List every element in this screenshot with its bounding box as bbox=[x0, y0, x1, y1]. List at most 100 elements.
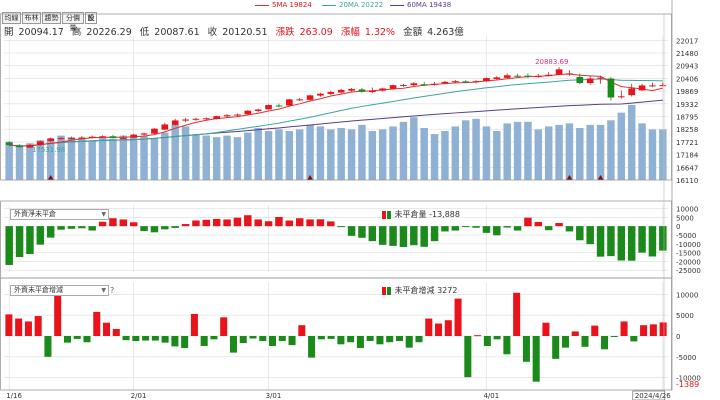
tab-bollinger[interactable]: 布林 bbox=[22, 12, 41, 24]
oi-bar bbox=[544, 226, 553, 231]
y-tick-label: 16110 bbox=[676, 177, 698, 185]
candle-body bbox=[586, 78, 594, 84]
oi-change-bar bbox=[474, 335, 482, 337]
tab-trend[interactable]: 趨勢 bbox=[42, 12, 61, 24]
candle-body bbox=[119, 138, 127, 140]
close-value: 20120.51 bbox=[222, 27, 268, 38]
oi-change-bar bbox=[151, 336, 159, 341]
oi-bar bbox=[285, 220, 294, 227]
oi-bar bbox=[399, 226, 408, 247]
pct-value: 1.32% bbox=[364, 27, 396, 38]
volume-bar bbox=[586, 124, 594, 180]
high-label: 高 bbox=[71, 27, 82, 38]
oi-change-bar bbox=[464, 336, 472, 378]
y-tick-label: 18258 bbox=[676, 126, 698, 134]
candle-body bbox=[348, 88, 355, 91]
oi-change-bar bbox=[561, 336, 569, 348]
oi-change-bar bbox=[337, 336, 345, 345]
min-price-label: 17531.98 bbox=[32, 146, 65, 154]
candle-body bbox=[493, 77, 501, 80]
oi-bar bbox=[648, 226, 657, 257]
oi-bar bbox=[15, 226, 24, 258]
oi-bar bbox=[420, 226, 428, 247]
help-icon[interactable]: ? bbox=[110, 286, 115, 295]
oi-change-bar bbox=[347, 336, 355, 343]
candle-body bbox=[420, 84, 428, 86]
volume-bar bbox=[389, 126, 397, 180]
panel3-indicator-select[interactable]: 外資未平倉增減 ▼ bbox=[10, 285, 109, 296]
oi-change-bar bbox=[532, 336, 540, 382]
oi-bar bbox=[275, 216, 283, 227]
volume-bar bbox=[337, 127, 345, 180]
volume-bar bbox=[441, 131, 449, 180]
volume-bar bbox=[98, 137, 107, 180]
tab-settings[interactable]: 設 bbox=[85, 12, 97, 24]
volume-bar bbox=[109, 138, 117, 180]
candle-body bbox=[410, 83, 418, 86]
event-marker-icon bbox=[597, 175, 604, 180]
oi-bar bbox=[441, 226, 449, 232]
volume-bar bbox=[534, 129, 543, 180]
oi-bar bbox=[140, 226, 148, 232]
tab-ma[interactable]: 均線 bbox=[2, 12, 21, 24]
volume-bar bbox=[119, 135, 128, 180]
panel-frame bbox=[0, 13, 672, 181]
candle-body bbox=[171, 120, 179, 125]
volume-bar bbox=[565, 123, 574, 180]
candle-body bbox=[109, 136, 117, 138]
candle-body bbox=[192, 118, 200, 120]
oi-bar bbox=[88, 226, 96, 231]
panel2-legend: 未平倉量 -13,888 bbox=[382, 209, 460, 220]
event-marker-icon bbox=[47, 175, 54, 180]
oi-bar bbox=[596, 226, 605, 257]
oi-bar bbox=[617, 226, 626, 261]
oi-change-bar bbox=[34, 316, 42, 336]
oi-bar bbox=[161, 226, 169, 230]
oi-change-bar bbox=[620, 321, 628, 336]
oi-bar bbox=[5, 226, 13, 265]
oi-change-bar bbox=[513, 292, 521, 336]
oi-change-bar bbox=[122, 336, 130, 341]
candle-body bbox=[317, 93, 324, 96]
y-tick-label: 19869 bbox=[676, 88, 698, 96]
oi-bar bbox=[36, 226, 45, 245]
candle-body bbox=[451, 81, 459, 83]
oi-bar bbox=[119, 219, 128, 227]
oi-bar bbox=[192, 220, 200, 227]
oi-change-bar bbox=[142, 336, 150, 341]
candle-body bbox=[638, 85, 646, 91]
tab-volume-profile[interactable]: 分價量 bbox=[62, 12, 84, 32]
x-tick-highlight bbox=[632, 390, 666, 400]
panel2-indicator-select[interactable]: 外資淨未平倉 ▼ bbox=[10, 209, 109, 220]
volume-bar bbox=[472, 118, 480, 180]
oi-change-bar bbox=[317, 336, 325, 340]
oi-change-bar bbox=[112, 328, 120, 336]
panel-frame bbox=[0, 277, 672, 391]
y-tick-label: 22017 bbox=[676, 37, 698, 45]
change-value: 263.09 bbox=[299, 27, 333, 38]
x-tick-label: 4/01 bbox=[483, 392, 499, 400]
candle-body bbox=[566, 73, 573, 75]
candle-body bbox=[223, 115, 231, 117]
oi-change-bar bbox=[161, 336, 169, 343]
candle-body bbox=[16, 145, 23, 148]
event-marker-icon bbox=[566, 175, 573, 180]
ohlc-info: 開 20094.17 高 20226.29 低 20087.61 收 20120.51 … bbox=[4, 24, 469, 38]
candle-body bbox=[358, 89, 366, 92]
oi-change-bar bbox=[454, 298, 462, 336]
ma60-line bbox=[9, 99, 663, 147]
oi-bar bbox=[524, 217, 532, 227]
oi-bar bbox=[607, 226, 615, 257]
oi-change-bar bbox=[503, 336, 511, 355]
volume-bar bbox=[275, 129, 283, 180]
y-tick-label: 5000 bbox=[676, 214, 694, 222]
end-value-label: -1389 bbox=[676, 380, 699, 389]
volume-bar bbox=[46, 138, 55, 180]
x-tick-label: 2/01 bbox=[131, 392, 147, 400]
y-tick-label: 17721 bbox=[676, 139, 698, 147]
oi-bar bbox=[430, 226, 439, 242]
volume-bar bbox=[129, 137, 138, 180]
oi-bar bbox=[513, 226, 522, 231]
oi-change-bar bbox=[640, 325, 648, 336]
